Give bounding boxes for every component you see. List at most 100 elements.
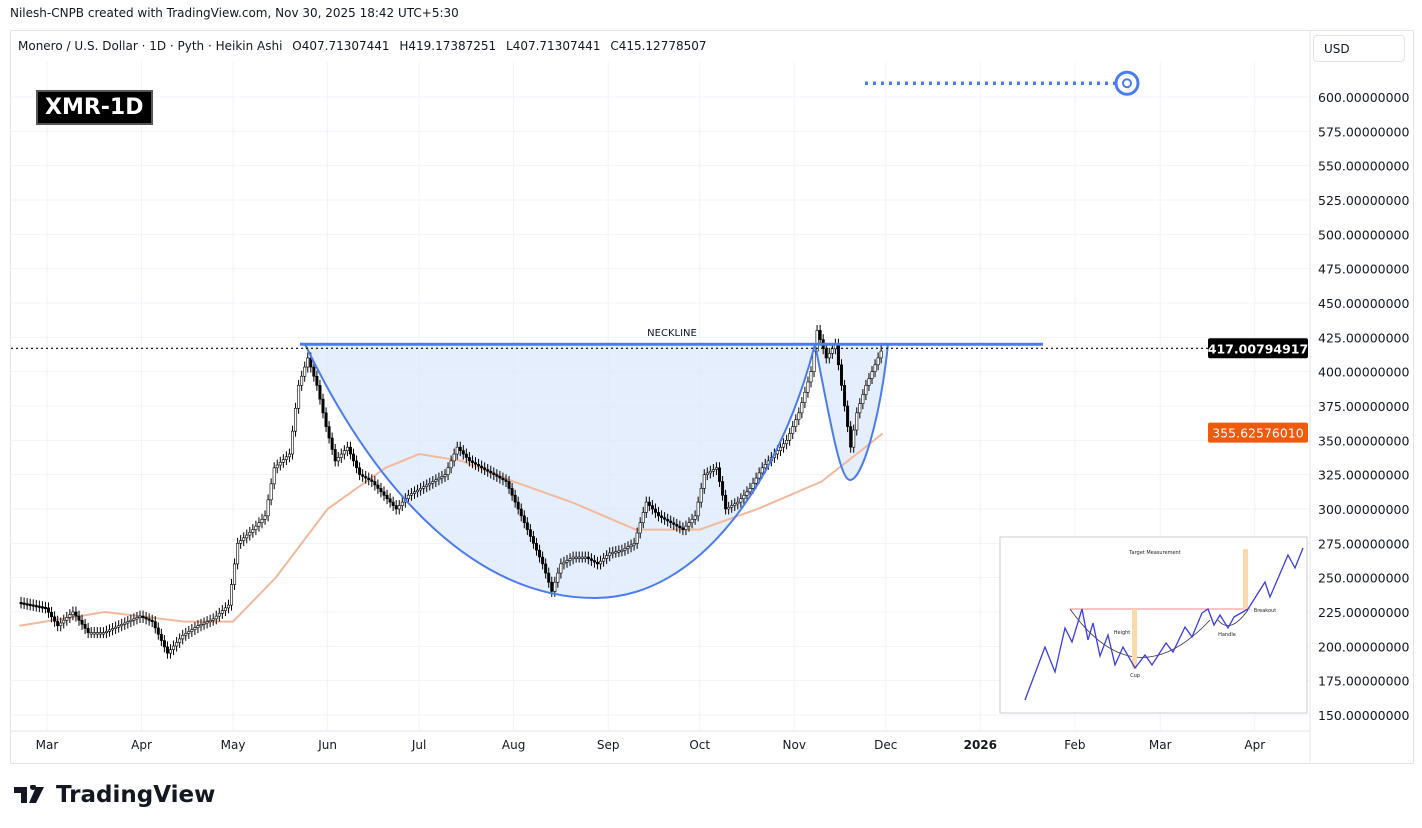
candle (205, 621, 209, 624)
candle (68, 614, 72, 618)
candle (135, 617, 139, 620)
candle (281, 459, 285, 463)
candle (162, 640, 166, 648)
candle (510, 488, 514, 496)
x-tick-label: Feb (1064, 738, 1085, 752)
candle (644, 501, 648, 513)
candle (751, 482, 755, 489)
candle (181, 635, 185, 640)
candle (330, 437, 334, 450)
candle (187, 631, 191, 634)
candle (599, 560, 603, 565)
candle (675, 524, 679, 527)
candle (355, 460, 359, 469)
candle (211, 618, 215, 621)
candle (434, 479, 438, 482)
candle (391, 501, 395, 506)
candle (126, 621, 130, 624)
candle (419, 488, 423, 491)
candle (782, 443, 786, 448)
candle (123, 622, 127, 625)
candle (791, 426, 795, 434)
inset-height-bar (1132, 609, 1137, 669)
candle (284, 456, 288, 460)
candle (104, 630, 108, 634)
candle (306, 357, 310, 368)
candle (251, 529, 255, 533)
candle (803, 391, 807, 403)
candle (254, 525, 258, 530)
candle (547, 572, 551, 583)
cup-handle-reference-image: Target Measurement Height Cup Handle Breakou… (999, 536, 1308, 714)
candle (724, 494, 728, 510)
candle (117, 625, 121, 628)
candle (531, 536, 535, 544)
candle (242, 537, 246, 541)
tradingview-logo[interactable]: TradingView (14, 782, 215, 808)
candle (34, 605, 38, 608)
candle (120, 624, 124, 627)
candle (278, 461, 282, 466)
candle (629, 544, 633, 548)
candle (351, 453, 355, 462)
candle (172, 645, 176, 650)
candle (144, 617, 148, 620)
candle (614, 551, 618, 554)
candle (672, 522, 676, 525)
currency-button[interactable]: USD (1313, 35, 1405, 62)
candle (333, 449, 337, 462)
candle (108, 629, 112, 632)
candle (364, 476, 368, 479)
candle (324, 412, 328, 427)
candle (678, 525, 682, 529)
y-tick-label: 500.00000000 (1318, 227, 1410, 242)
candle (498, 476, 502, 479)
candle (519, 508, 523, 517)
x-tick-label: Dec (874, 738, 897, 752)
candle (800, 402, 804, 414)
x-tick-label: 2026 (964, 738, 997, 752)
candle (336, 457, 340, 462)
candle (504, 479, 508, 482)
candle (379, 488, 383, 493)
candle (31, 604, 35, 607)
candle (477, 464, 481, 467)
candle (147, 618, 151, 621)
y-tick-label: 175.00000000 (1318, 674, 1410, 689)
candle (443, 474, 447, 477)
candle (602, 558, 606, 562)
candle (74, 611, 78, 617)
candle (684, 525, 688, 530)
candle (864, 385, 868, 395)
candle (693, 515, 697, 520)
candle (681, 527, 685, 530)
candle (556, 572, 560, 583)
candle (605, 555, 609, 559)
y-tick-label: 400.00000000 (1318, 365, 1410, 380)
candle (248, 532, 252, 536)
candle (483, 467, 487, 470)
candle (290, 430, 294, 455)
y-tick-label: 525.00000000 (1318, 193, 1410, 208)
candle (28, 603, 32, 607)
candle (839, 364, 843, 386)
candle (266, 499, 270, 517)
candle (22, 602, 26, 605)
candle (245, 534, 249, 539)
x-tick-label: Nov (783, 738, 806, 752)
last-price-label: 417.00794917 (1208, 341, 1308, 356)
candle (56, 620, 60, 627)
candle (690, 518, 694, 524)
candle (327, 426, 331, 439)
x-tick-label: Mar (1149, 738, 1172, 752)
candle (574, 556, 578, 559)
candle (382, 491, 386, 496)
candle (59, 622, 63, 627)
candle (217, 613, 221, 617)
candle (89, 632, 93, 635)
candle (583, 556, 587, 559)
candle (553, 581, 557, 592)
candle (711, 469, 715, 472)
y-tick-label: 425.00000000 (1318, 330, 1410, 345)
